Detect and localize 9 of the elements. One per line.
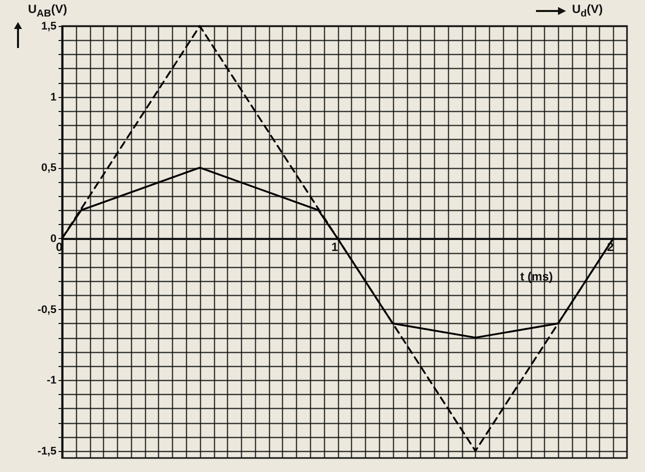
text: U$_{d}$(V): [572, 2, 603, 20]
x-tick-label: 1: [331, 240, 338, 254]
y-axis-title: U$_{AB}$(V): [28, 2, 68, 20]
y-tick-label: 1,5: [41, 20, 56, 32]
y-tick-label: -1: [46, 374, 56, 387]
y-tick-label: -0,5: [38, 304, 56, 316]
y-tick-label: 0,5: [41, 162, 56, 174]
y-tick-label: -1,5: [38, 445, 56, 458]
y-tick-label: 1: [50, 91, 56, 104]
